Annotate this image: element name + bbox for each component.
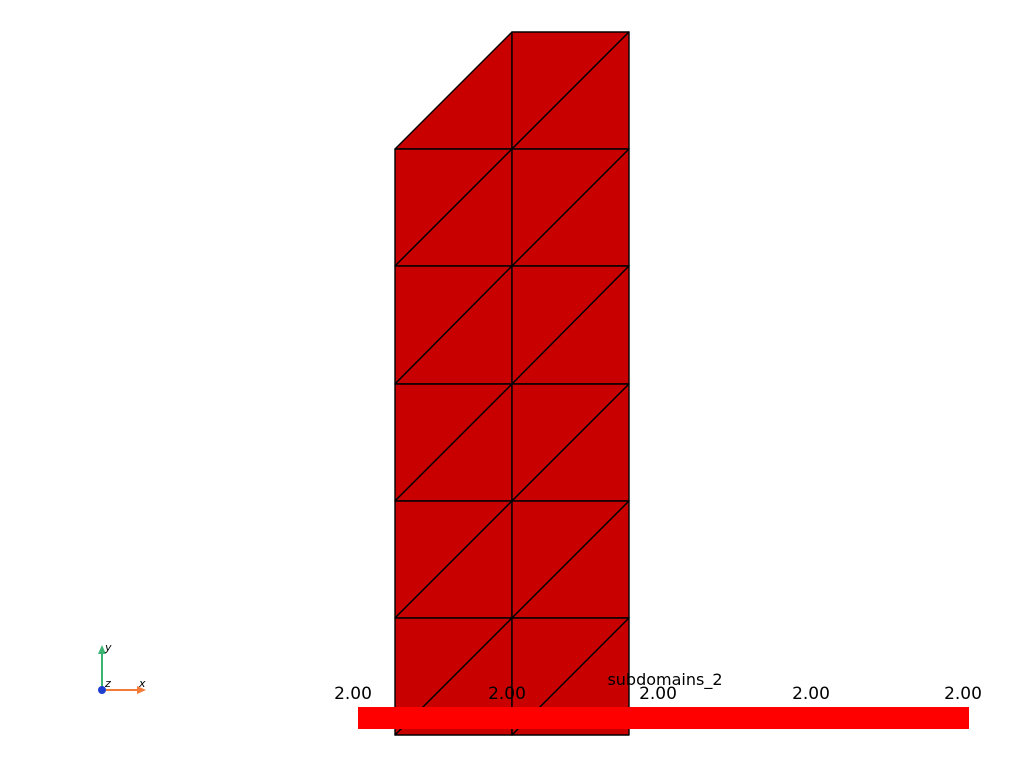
y-axis-arrowhead [98, 645, 106, 654]
x-axis-arrowhead [137, 686, 146, 694]
triangle-mesh [394, 31, 630, 736]
scalar-bar-tick-label: 2.00 [488, 684, 526, 704]
y-axis-label: y [104, 641, 112, 654]
scalar-bar-title: subdomains_2 [607, 670, 723, 689]
z-axis-dot [98, 686, 106, 694]
x-axis-label: x [138, 677, 146, 690]
orientation-axes-widget: y x z [98, 641, 146, 694]
scalar-bar-color-strip [358, 707, 969, 729]
scalar-bar-tick-label: 2.00 [944, 684, 982, 704]
scalar-bar-tick-label: 2.00 [792, 684, 830, 704]
z-axis-label: z [104, 677, 111, 690]
mesh-triangle [511, 617, 630, 736]
scalar-bar-tick-label: 2.00 [334, 684, 372, 704]
scalar-bar-tick-label: 2.00 [639, 684, 677, 704]
mesh-triangle [394, 31, 513, 150]
